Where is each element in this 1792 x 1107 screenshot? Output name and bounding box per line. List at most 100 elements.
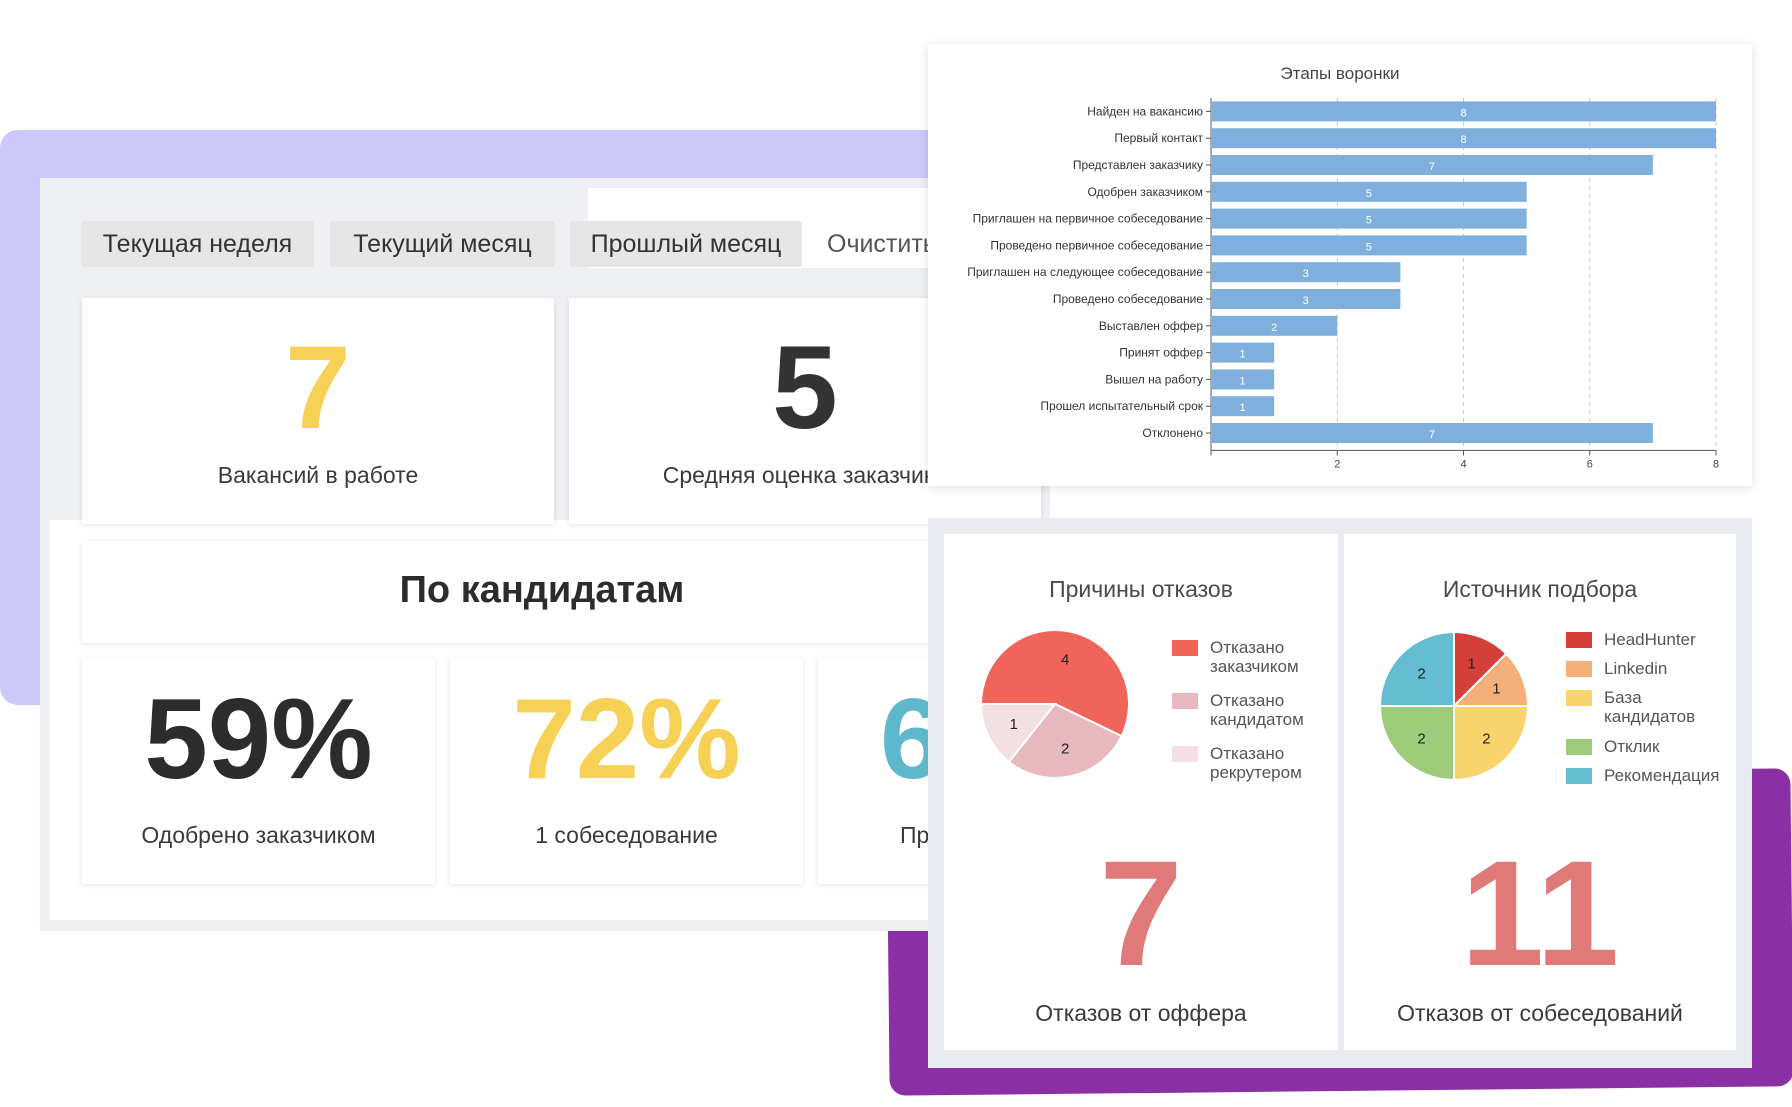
source-title: Источник подбора — [1442, 576, 1638, 602]
funnel-category-label: Проведено первичное собеседование — [990, 238, 1203, 252]
funnel-bar — [1212, 289, 1401, 309]
legend-item: Отказано заказчиком — [1172, 638, 1310, 676]
legend-label: Рекомендация — [1604, 766, 1720, 785]
funnel-category-label: Одобрен заказчиком — [1087, 185, 1203, 199]
candidates-header-card: По кандидатам — [82, 541, 1042, 643]
funnel-category-label: Приглашен на следующее собеседование — [967, 265, 1203, 279]
funnel-chart-title: Этапы воронки — [1280, 64, 1400, 83]
kpi-rating-value: 5 — [772, 322, 838, 454]
funnel-category-label: Представлен заказчику — [1073, 158, 1203, 172]
source-pie-slice-label: 2 — [1417, 666, 1425, 683]
stat-approved-value: 59% — [144, 676, 373, 803]
funnel-category-label: Выставлен оффер — [1099, 319, 1203, 333]
funnel-value-label: 7 — [1429, 161, 1435, 173]
funnel-value-label: 5 — [1366, 241, 1372, 253]
legend-item: База кандидатов — [1566, 688, 1734, 726]
funnel-value-label: 5 — [1366, 215, 1372, 227]
funnel-value-label: 7 — [1429, 429, 1435, 441]
source-pie-slice — [1453, 705, 1530, 782]
interview-refusals-card: 11 Отказов от собеседований — [1344, 816, 1736, 1050]
funnel-bar — [1212, 128, 1716, 149]
source-pie: 11 2 2 2 — [1378, 630, 1530, 782]
funnel-value-label: 8 — [1460, 107, 1466, 119]
source-pie-slice — [1453, 630, 1508, 709]
funnel-x-tick-label: 8 — [1713, 458, 1719, 470]
funnel-category-label: Принят оффер — [1119, 346, 1203, 360]
filter-current-week[interactable]: Текущая неделя — [81, 221, 314, 267]
filter-last-month[interactable]: Прошлый месяц — [570, 221, 802, 267]
legend-label: Отказано рекрутером — [1210, 744, 1302, 782]
refusal-pie-slice — [1007, 702, 1124, 779]
offer-refusals-card: 7 Отказов от оффера — [944, 816, 1338, 1050]
refusal-reasons-pie: 4 2 1 — [979, 629, 1130, 779]
filter-current-month[interactable]: Текущий месяц — [330, 221, 555, 267]
legend-item: Отклик — [1566, 737, 1734, 756]
stat-card-first-interview: 72% 1 собеседование — [450, 658, 803, 884]
funnel-category-label: Вышел на работу — [1105, 372, 1203, 386]
legend-swatch — [1566, 661, 1592, 677]
funnel-bar — [1212, 155, 1653, 175]
refusal-pie-slice-label: 2 — [1061, 741, 1069, 758]
legend-item: Linkedin — [1566, 659, 1734, 678]
source-pie-slice-label: 2 — [1482, 730, 1490, 747]
funnel-category-label: Отклонено — [1142, 426, 1203, 440]
legend-label: HeadHunter — [1604, 630, 1696, 649]
kpi-card-vacancies: 7 Вакансий в работе — [82, 298, 554, 524]
legend-label: База кандидатов — [1604, 688, 1696, 726]
refusal-pie-slice-label: 4 — [1061, 651, 1069, 668]
stat-third-label: Пр — [900, 822, 930, 848]
funnel-value-label: 1 — [1240, 349, 1246, 361]
funnel-x-tick-label: 2 — [1334, 458, 1340, 470]
stat-card-approved: 59% Одобрено заказчиком — [82, 658, 435, 884]
source-pie-slice — [1378, 705, 1455, 782]
legend-item: Отказано рекрутером — [1172, 744, 1310, 782]
legend-label: Отказано кандидатом — [1210, 691, 1304, 729]
refusal-reasons-title: Причины отказов — [1049, 576, 1233, 602]
funnel-value-label: 8 — [1460, 134, 1466, 146]
stat-first-interview-value: 72% — [512, 676, 741, 803]
stat-approved-label: Одобрено заказчиком — [141, 822, 376, 848]
funnel-x-tick-label: 4 — [1460, 458, 1466, 470]
legend-item: Рекомендация — [1566, 766, 1734, 785]
legend-swatch — [1566, 632, 1592, 648]
source-pie-slice-label: 1 — [1492, 680, 1500, 697]
refusal-pie-slice — [979, 629, 1130, 738]
legend-item: Отказано кандидатом — [1172, 691, 1310, 729]
funnel-bar — [1212, 235, 1527, 256]
funnel-category-label: Приглашен на первичное собеседование — [973, 212, 1204, 226]
funnel-value-label: 2 — [1271, 322, 1277, 334]
refusals-panel: Причины отказов 4 2 1 Отказано заказчиком О… — [928, 518, 1752, 1068]
funnel-bar — [1212, 262, 1401, 283]
funnel-category-label: Найден на вакансию — [1087, 104, 1203, 118]
funnel-bar — [1212, 181, 1527, 202]
funnel-value-label: 1 — [1240, 402, 1246, 414]
legend-swatch — [1566, 768, 1592, 784]
funnel-value-label: 3 — [1303, 295, 1309, 307]
legend-swatch — [1566, 690, 1592, 706]
offer-refusals-label: Отказов от оффера — [1035, 1000, 1247, 1026]
source-pie-slice-label: 1 — [1467, 656, 1475, 673]
funnel-bar — [1212, 396, 1275, 417]
funnel-x-tick-label: 6 — [1587, 458, 1593, 470]
source-pie-slice-label: 2 — [1417, 730, 1425, 747]
legend-swatch — [1172, 746, 1198, 762]
interview-refusals-label: Отказов от собеседований — [1397, 1000, 1683, 1026]
stat-first-interview-label: 1 собеседование — [535, 822, 718, 848]
funnel-category-label: Проведено собеседование — [1053, 292, 1203, 306]
kpi-vacancies-label: Вакансий в работе — [217, 462, 419, 488]
filter-clear-button[interactable]: Очистить — [827, 230, 936, 258]
funnel-bar — [1212, 208, 1527, 229]
refusal-reasons-card: Причины отказов 4 2 1 Отказано заказчиком О… — [944, 534, 1338, 824]
refusal-pie-slice-label: 1 — [1009, 716, 1017, 733]
legend-label: Отказано заказчиком — [1210, 638, 1299, 676]
refusal-pie-slice — [979, 703, 1058, 764]
source-pie-slice — [1451, 652, 1530, 707]
funnel-bar-chart: 2 4 6 8 Найден на вакансию 8 Первый контакт 8 Пр… — [967, 98, 1719, 470]
funnel-category-label: Первый контакт — [1114, 131, 1203, 145]
funnel-value-label: 1 — [1240, 375, 1246, 387]
legend-swatch — [1566, 739, 1592, 755]
funnel-chart-card: Этапы воронки 2 4 6 8 Найден на вакансию 8 Пер… — [928, 44, 1752, 486]
funnel-value-label: 3 — [1303, 268, 1309, 280]
funnel-bar — [1212, 423, 1653, 443]
